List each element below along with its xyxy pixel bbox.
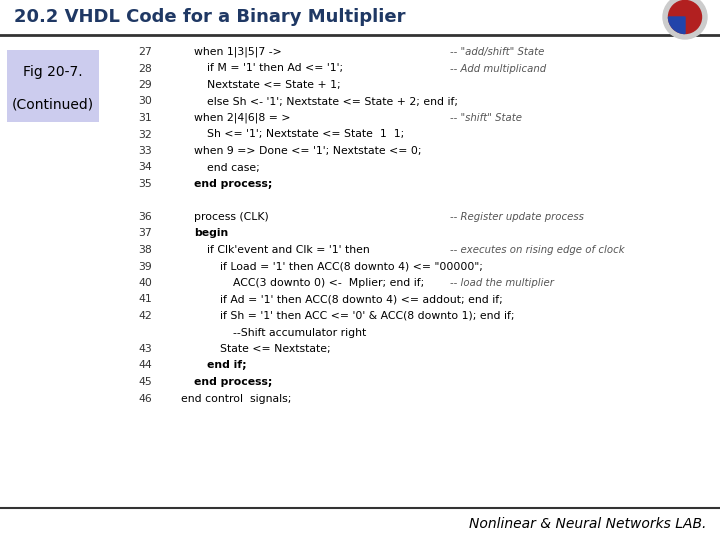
Text: begin: begin <box>194 228 228 239</box>
Text: 45: 45 <box>138 377 152 387</box>
FancyBboxPatch shape <box>7 50 99 122</box>
Text: process (CLK): process (CLK) <box>194 212 269 222</box>
Text: 37: 37 <box>138 228 152 239</box>
Text: when 9 => Done <= '1'; Nextstate <= 0;: when 9 => Done <= '1'; Nextstate <= 0; <box>194 146 421 156</box>
Text: if Load = '1' then ACC(8 downto 4) <= "00000";: if Load = '1' then ACC(8 downto 4) <= "0… <box>220 261 483 272</box>
Text: 41: 41 <box>138 294 152 305</box>
Text: when 2|4|6|8 = >: when 2|4|6|8 = > <box>194 113 290 123</box>
Text: (Continued): (Continued) <box>12 97 94 111</box>
Text: State <= Nextstate;: State <= Nextstate; <box>220 344 330 354</box>
Text: 32: 32 <box>138 130 152 139</box>
Text: 36: 36 <box>138 212 152 222</box>
Text: 27: 27 <box>138 47 152 57</box>
Text: end if;: end if; <box>207 361 247 370</box>
Text: 39: 39 <box>138 261 152 272</box>
Text: -- Add multiplicand: -- Add multiplicand <box>450 64 546 73</box>
Text: Nonlinear & Neural Networks LAB.: Nonlinear & Neural Networks LAB. <box>469 517 706 531</box>
Text: 30: 30 <box>138 97 152 106</box>
Text: -- executes on rising edge of clock: -- executes on rising edge of clock <box>450 245 625 255</box>
Text: 46: 46 <box>138 394 152 403</box>
Circle shape <box>668 1 701 33</box>
Text: Fig 20-7.: Fig 20-7. <box>23 65 83 79</box>
Text: -- "add/shift" State: -- "add/shift" State <box>450 47 544 57</box>
Text: 44: 44 <box>138 361 152 370</box>
Text: Nextstate <= State + 1;: Nextstate <= State + 1; <box>207 80 341 90</box>
Circle shape <box>663 0 707 39</box>
Text: if Clk'event and Clk = '1' then: if Clk'event and Clk = '1' then <box>207 245 370 255</box>
Text: 33: 33 <box>138 146 152 156</box>
Text: else Sh <- '1'; Nextstate <= State + 2; end if;: else Sh <- '1'; Nextstate <= State + 2; … <box>207 97 458 106</box>
Text: end control  signals;: end control signals; <box>181 394 292 403</box>
Text: if M = '1' then Ad <= '1';: if M = '1' then Ad <= '1'; <box>207 64 343 73</box>
Text: 20.2 VHDL Code for a Binary Multiplier: 20.2 VHDL Code for a Binary Multiplier <box>14 8 405 26</box>
Text: Sh <= '1'; Nextstate <= State  1  1;: Sh <= '1'; Nextstate <= State 1 1; <box>207 130 404 139</box>
Text: -- "shift" State: -- "shift" State <box>450 113 522 123</box>
Wedge shape <box>668 17 685 33</box>
Text: if Sh = '1' then ACC <= '0' & ACC(8 downto 1); end if;: if Sh = '1' then ACC <= '0' & ACC(8 down… <box>220 311 515 321</box>
Text: -- Register update process: -- Register update process <box>450 212 584 222</box>
Text: end process;: end process; <box>194 377 272 387</box>
Text: if Ad = '1' then ACC(8 downto 4) <= addout; end if;: if Ad = '1' then ACC(8 downto 4) <= addo… <box>220 294 503 305</box>
Text: 38: 38 <box>138 245 152 255</box>
Text: 40: 40 <box>138 278 152 288</box>
Text: end case;: end case; <box>207 163 260 172</box>
Text: ACC(3 downto 0) <-  Mplier; end if;: ACC(3 downto 0) <- Mplier; end if; <box>233 278 424 288</box>
Text: end process;: end process; <box>194 179 272 189</box>
Text: 31: 31 <box>138 113 152 123</box>
Text: -- load the multiplier: -- load the multiplier <box>450 278 554 288</box>
Text: 29: 29 <box>138 80 152 90</box>
Text: 35: 35 <box>138 179 152 189</box>
Text: when 1|3|5|7 ->: when 1|3|5|7 -> <box>194 47 282 57</box>
Text: 43: 43 <box>138 344 152 354</box>
Text: 34: 34 <box>138 163 152 172</box>
Text: --Shift accumulator right: --Shift accumulator right <box>233 327 366 338</box>
Text: 28: 28 <box>138 64 152 73</box>
Text: 42: 42 <box>138 311 152 321</box>
